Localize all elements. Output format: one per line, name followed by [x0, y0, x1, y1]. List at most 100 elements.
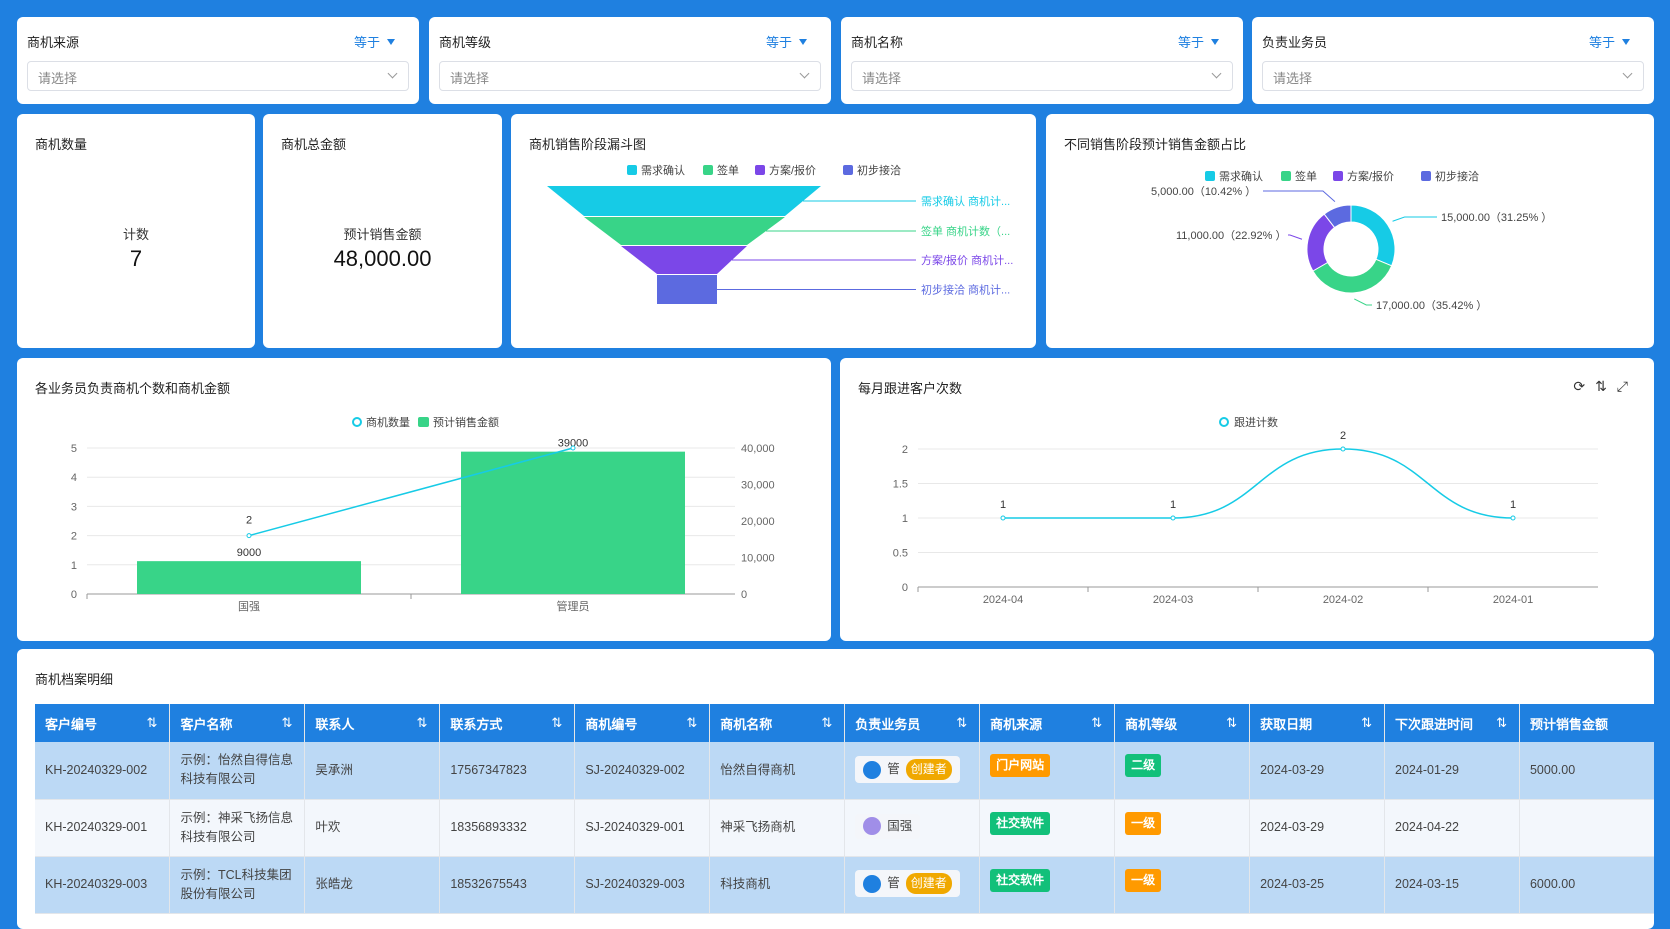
user-chip[interactable]: 国强 — [855, 813, 921, 839]
creator-badge: 创建者 — [905, 759, 952, 780]
legend-label: 商机数量 — [366, 415, 410, 429]
column-header[interactable]: 获取日期 ⇅ — [1249, 704, 1386, 742]
sort-icon[interactable]: ⇅ — [551, 715, 563, 730]
sort-icon[interactable]: ⇅ — [146, 715, 158, 730]
x-tick-label: 2024-04 — [983, 594, 1023, 606]
line-point — [1000, 515, 1006, 521]
column-header[interactable]: 下次跟进时间 ⇅ — [1384, 704, 1520, 742]
filter-select[interactable]: 请选择 — [439, 61, 821, 91]
column-label: 商机编号 — [585, 716, 638, 732]
line-point — [1340, 446, 1346, 452]
filter-placeholder: 请选择 — [862, 71, 902, 86]
filter-operator-dropdown[interactable]: 等于 — [1589, 32, 1630, 51]
sort-icon[interactable]: ⇅ — [416, 715, 428, 730]
table-cell: KH-20240329-003 — [35, 856, 171, 914]
column-header[interactable]: 商机等级 ⇅ — [1114, 704, 1251, 742]
user-name: 国强 — [887, 818, 913, 833]
table-card: 商机档案明细 客户编号 ⇅ 客户名称 ⇅ 联系人 ⇅ 联系方式 ⇅ 商机编号 ⇅ 商机名称 ⇅ 负责业务… — [17, 649, 1654, 929]
chevron-down-icon — [387, 68, 398, 79]
sort-icon[interactable]: ⇅ — [1226, 715, 1238, 730]
creator-badge: 创建者 — [905, 873, 952, 895]
table-cell: 神采飞扬商机 — [709, 799, 846, 857]
line-point — [1510, 515, 1516, 521]
sort-icon[interactable]: ⇅ — [281, 715, 293, 730]
bar-line-chart: 商机数量 预计销售金额 0 1 2 3 4 5 0 10,000 20,000 30,000 40,00… — [71, 415, 775, 613]
fullscreen-icon[interactable]: ⤢ — [1616, 378, 1638, 394]
donut-leader-line — [1354, 298, 1372, 306]
sort-icon[interactable]: ⇅ — [1595, 378, 1617, 394]
legend-label: 初步接洽 — [1435, 169, 1479, 183]
sort-icon[interactable]: ⇅ — [956, 715, 968, 730]
funnel-segment — [584, 217, 785, 245]
column-header[interactable]: 商机来源 ⇅ — [979, 704, 1116, 742]
sort-icon[interactable]: ⇅ — [1091, 715, 1103, 730]
filter-operator-dropdown[interactable]: 等于 — [1178, 32, 1219, 51]
legend-swatch — [755, 165, 765, 175]
sort-icon[interactable]: ⇅ — [686, 715, 698, 730]
user-chip[interactable]: 管创建者 — [855, 870, 960, 898]
bar — [137, 561, 361, 594]
user-chip[interactable]: 管创建者 — [855, 756, 960, 783]
level-tag: 一级 — [1125, 811, 1162, 835]
sort-icon[interactable]: ⇅ — [1361, 715, 1373, 730]
filter-operator-dropdown[interactable]: 等于 — [766, 32, 807, 51]
table-row[interactable]: KH-20240329-002 示例：怡然自得信息科技有限公司 吴承洲 1756734… — [35, 742, 1654, 800]
filter-placeholder: 请选择 — [1273, 71, 1313, 86]
filter-select[interactable]: 请选择 — [27, 61, 409, 91]
y-tick-left: 2 — [71, 531, 77, 543]
table-row[interactable]: KH-20240329-001 示例：神采飞扬信息科技有限公司 叶欢 18356893… — [35, 799, 1654, 857]
legend-swatch — [1205, 171, 1215, 181]
line-data-label: 1 — [1170, 499, 1176, 511]
legend-label: 签单 — [1295, 169, 1317, 183]
table-cell: 叶欢 — [304, 799, 441, 857]
filter-select[interactable]: 请选择 — [851, 61, 1233, 91]
legend-swatch — [627, 165, 637, 175]
table-row[interactable]: KH-20240329-003 示例：TCL科技集团股份有限公司 张皓龙 185326… — [35, 856, 1654, 914]
column-header[interactable]: 客户编号 ⇅ — [35, 704, 171, 742]
avatar — [863, 817, 882, 836]
card-title: 商机数量 — [35, 137, 88, 152]
column-header[interactable]: 联系方式 ⇅ — [439, 704, 576, 742]
amount — [1519, 799, 1654, 857]
column-label: 负责业务员 — [855, 716, 921, 732]
chevron-down-icon — [1622, 68, 1633, 79]
filter-label: 商机等级 — [439, 35, 492, 50]
card-title: 不同销售阶段预计销售金额占比 — [1064, 137, 1247, 152]
y-tick-right: 10,000 — [741, 553, 775, 565]
card-title: 商机销售阶段漏斗图 — [529, 137, 647, 152]
filter-card: 商机来源 等于 请选择 — [17, 17, 419, 104]
y-tick: 1.5 — [893, 479, 908, 491]
column-header[interactable]: 预计销售金额 — [1519, 704, 1654, 742]
kpi-label: 计数 — [122, 227, 149, 242]
filter-label: 商机名称 — [851, 35, 904, 50]
next-followup: 2024-03-15 — [1384, 856, 1520, 914]
next-followup: 2024-04-22 — [1384, 799, 1520, 857]
column-header[interactable]: 商机编号 ⇅ — [574, 704, 711, 742]
x-tick-label: 2024-03 — [1153, 594, 1193, 606]
column-header[interactable]: 商机名称 ⇅ — [709, 704, 846, 742]
y-tick: 2 — [902, 444, 908, 456]
filter-card: 商机等级 等于 请选择 — [429, 17, 831, 104]
column-header[interactable]: 客户名称 ⇅ — [169, 704, 306, 742]
sort-icon[interactable]: ⇅ — [821, 715, 833, 730]
y-tick-right: 20,000 — [741, 516, 775, 528]
y-tick-left: 3 — [71, 501, 77, 513]
filter-select[interactable]: 请选择 — [1262, 61, 1644, 91]
filter-card: 商机名称 等于 请选择 — [841, 17, 1243, 104]
y-tick-left: 5 — [71, 443, 77, 455]
card-title: 商机总金额 — [281, 137, 347, 152]
next-followup: 2024-01-29 — [1384, 742, 1520, 800]
column-label: 联系人 — [315, 716, 355, 732]
legend-label: 需求确认 — [1219, 170, 1263, 183]
refresh-icon[interactable]: ⟳ — [1573, 378, 1596, 394]
filter-card: 负责业务员 等于 请选择 — [1252, 17, 1654, 104]
x-tick-label: 国强 — [238, 600, 260, 613]
y-tick-right: 40,000 — [741, 443, 775, 455]
donut-label: 11,000.00（22.92% ） — [1176, 229, 1286, 242]
legend-swatch — [1281, 171, 1291, 181]
filter-operator-dropdown[interactable]: 等于 — [354, 32, 395, 51]
sort-icon[interactable]: ⇅ — [1496, 715, 1507, 730]
column-header[interactable]: 联系人 ⇅ — [304, 704, 441, 742]
column-header[interactable]: 负责业务员 ⇅ — [844, 704, 981, 742]
legend-swatch — [418, 417, 429, 427]
